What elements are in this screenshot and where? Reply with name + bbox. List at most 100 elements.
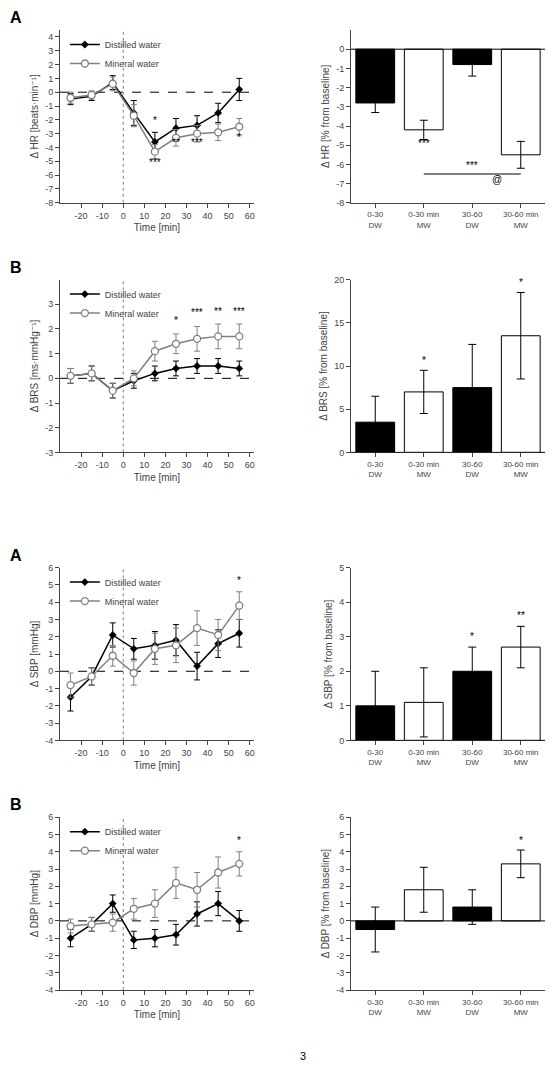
svg-text:-2: -2 <box>336 83 344 93</box>
svg-text:-20: -20 <box>75 998 88 1008</box>
svg-text:Δ SBP [mmHg]: Δ SBP [mmHg] <box>29 621 40 688</box>
svg-text:*: * <box>237 132 241 143</box>
svg-text:*: * <box>237 575 241 586</box>
svg-text:0: 0 <box>121 211 126 221</box>
svg-text:-3: -3 <box>336 102 344 112</box>
svg-text:*: * <box>470 631 474 642</box>
svg-text:0: 0 <box>121 748 126 758</box>
svg-text:30: 30 <box>182 460 192 470</box>
svg-text:50: 50 <box>224 211 234 221</box>
svg-text:20: 20 <box>160 460 170 470</box>
svg-text:Time [min]: Time [min] <box>134 472 181 483</box>
svg-text:60: 60 <box>245 460 255 470</box>
svg-text:1: 1 <box>48 349 53 359</box>
svg-text:30-60DW: 30-60DW <box>462 748 483 767</box>
svg-text:3: 3 <box>48 299 53 309</box>
svg-text:-7: -7 <box>45 184 53 194</box>
svg-text:20: 20 <box>160 211 170 221</box>
svg-text:2: 2 <box>339 881 344 891</box>
svg-text:30-60 minMW: 30-60 minMW <box>503 998 539 1017</box>
svg-text:2: 2 <box>48 881 53 891</box>
svg-text:0-30DW: 0-30DW <box>367 460 384 479</box>
svg-text:5: 5 <box>339 830 344 840</box>
svg-text:0: 0 <box>121 460 126 470</box>
svg-text:0: 0 <box>48 916 53 926</box>
svg-text:-1: -1 <box>45 398 53 408</box>
svg-text:40: 40 <box>203 748 213 758</box>
svg-text:**: ** <box>214 306 222 317</box>
svg-text:@: @ <box>492 174 502 185</box>
svg-text:4: 4 <box>339 597 344 607</box>
svg-text:B: B <box>10 259 22 276</box>
svg-text:-4: -4 <box>336 985 344 995</box>
svg-text:30: 30 <box>182 748 192 758</box>
svg-text:-3: -3 <box>45 448 53 458</box>
svg-text:***: *** <box>149 157 161 168</box>
svg-text:***: *** <box>418 138 430 149</box>
svg-text:Mineral water: Mineral water <box>105 846 159 856</box>
svg-text:30-60 minMW: 30-60 minMW <box>503 748 539 767</box>
svg-text:Mineral water: Mineral water <box>105 59 159 69</box>
svg-text:40: 40 <box>203 460 213 470</box>
svg-text:-6: -6 <box>45 170 53 180</box>
svg-text:Mineral water: Mineral water <box>105 597 159 607</box>
svg-text:3: 3 <box>48 46 53 56</box>
svg-text:2: 2 <box>339 666 344 676</box>
svg-text:0: 0 <box>339 448 344 458</box>
svg-text:Distilled water: Distilled water <box>105 290 161 300</box>
svg-text:*: * <box>519 835 523 846</box>
svg-text:-1: -1 <box>45 684 53 694</box>
svg-text:Time [min]: Time [min] <box>134 1009 181 1020</box>
svg-text:3: 3 <box>339 632 344 642</box>
svg-text:**: ** <box>517 610 525 621</box>
svg-text:1: 1 <box>339 701 344 711</box>
svg-text:***: *** <box>233 306 245 317</box>
svg-text:A: A <box>10 547 22 564</box>
svg-text:0-30 minMW: 0-30 minMW <box>408 210 439 229</box>
svg-text:3: 3 <box>48 864 53 874</box>
svg-text:-4: -4 <box>45 736 53 746</box>
svg-text:-5: -5 <box>45 156 53 166</box>
svg-text:6: 6 <box>339 812 344 822</box>
svg-text:-7: -7 <box>336 179 344 189</box>
svg-text:-20: -20 <box>75 211 88 221</box>
svg-text:4: 4 <box>48 847 53 857</box>
svg-text:Distilled water: Distilled water <box>105 827 161 837</box>
svg-text:-1: -1 <box>336 64 344 74</box>
svg-text:*: * <box>237 835 241 846</box>
svg-text:0: 0 <box>121 998 126 1008</box>
svg-text:4: 4 <box>339 847 344 857</box>
svg-text:-5: -5 <box>336 140 344 150</box>
svg-text:0: 0 <box>48 87 53 97</box>
svg-text:-8: -8 <box>336 198 344 208</box>
svg-text:*: * <box>153 115 157 126</box>
svg-text:0: 0 <box>339 44 344 54</box>
svg-text:-10: -10 <box>96 211 109 221</box>
svg-text:10: 10 <box>139 460 149 470</box>
svg-text:0-30 minMW: 0-30 minMW <box>408 460 439 479</box>
svg-text:Distilled water: Distilled water <box>105 40 161 50</box>
svg-text:0: 0 <box>48 666 53 676</box>
svg-text:4: 4 <box>48 597 53 607</box>
svg-text:3: 3 <box>48 615 53 625</box>
svg-text:0: 0 <box>339 736 344 746</box>
svg-text:-4: -4 <box>45 143 53 153</box>
svg-text:Time [min]: Time [min] <box>134 760 181 771</box>
svg-text:0-30DW: 0-30DW <box>367 210 384 229</box>
svg-text:Δ HR [% from baseline]: Δ HR [% from baseline] <box>320 64 331 168</box>
svg-text:***: *** <box>466 160 478 171</box>
svg-text:20: 20 <box>160 748 170 758</box>
svg-text:***: *** <box>191 307 203 318</box>
svg-text:0-30DW: 0-30DW <box>367 748 384 767</box>
svg-text:6: 6 <box>48 563 53 573</box>
svg-text:50: 50 <box>224 748 234 758</box>
svg-text:Δ DBP [mmHg]: Δ DBP [mmHg] <box>29 870 40 937</box>
svg-text:Δ BRS [% from baseline]: Δ BRS [% from baseline] <box>318 311 329 421</box>
svg-text:30-60 minMW: 30-60 minMW <box>503 210 539 229</box>
svg-text:50: 50 <box>224 998 234 1008</box>
svg-text:*: * <box>519 277 523 288</box>
svg-text:4: 4 <box>48 32 53 42</box>
svg-text:-10: -10 <box>96 460 109 470</box>
svg-text:50: 50 <box>224 460 234 470</box>
svg-text:-4: -4 <box>45 985 53 995</box>
